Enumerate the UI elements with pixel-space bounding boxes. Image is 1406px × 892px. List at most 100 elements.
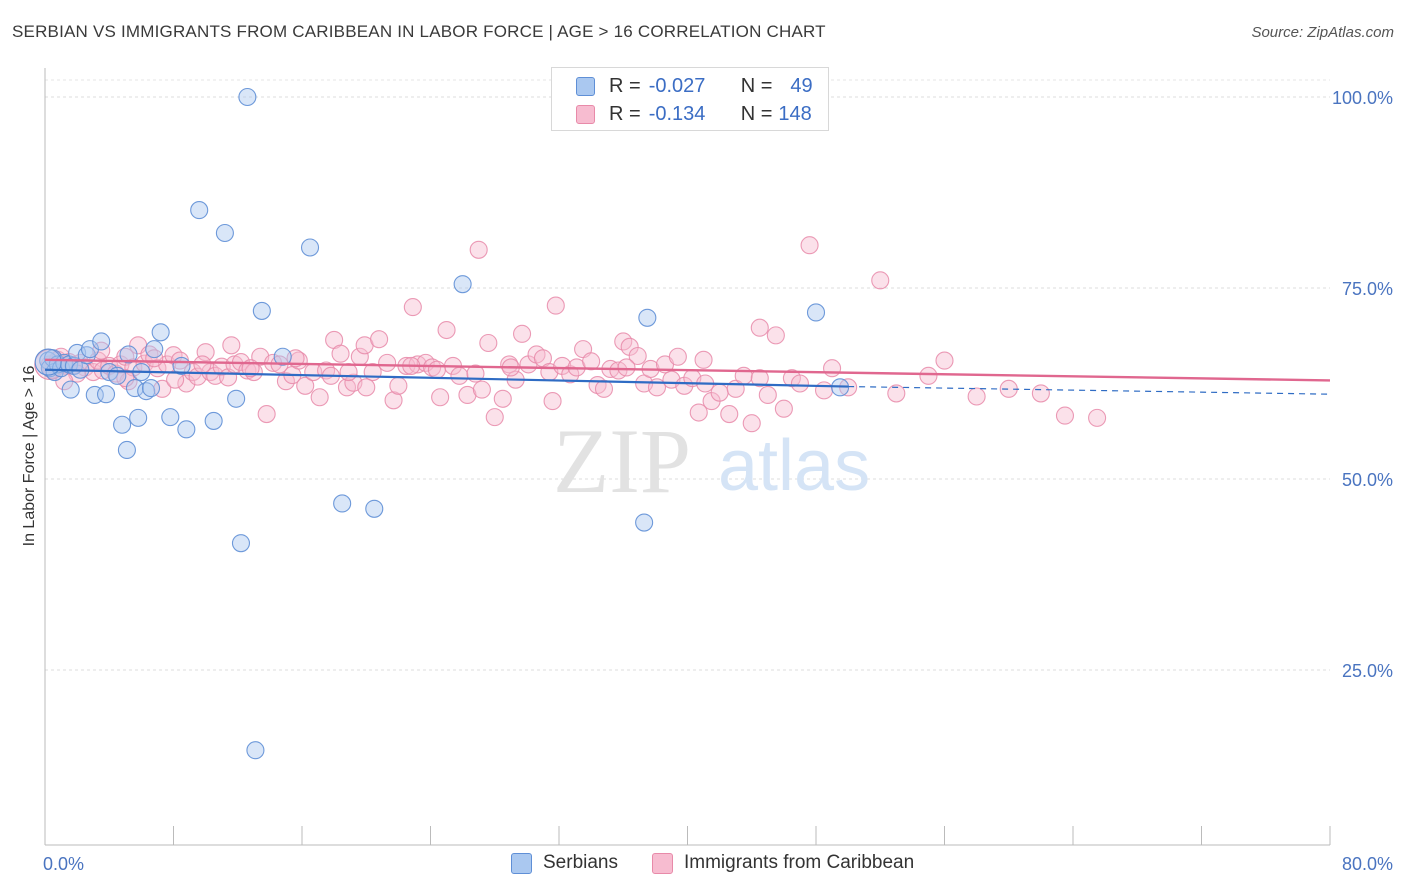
- caribbean-point: [594, 379, 614, 398]
- serbian-point: [365, 499, 384, 518]
- serbian-point: [151, 323, 170, 342]
- caribbean-point: [513, 324, 532, 343]
- caribbean-point: [750, 318, 769, 337]
- caribbean-point: [296, 376, 315, 395]
- caribbean-swatch: [576, 104, 595, 124]
- serbian-point: [161, 408, 180, 427]
- caribbean-point: [758, 385, 777, 405]
- caribbean-point: [766, 326, 785, 345]
- serbian-point: [204, 411, 223, 430]
- serbian-point: [246, 741, 265, 760]
- legend-row-caribbean: R = -0.134 N = 148: [576, 101, 812, 127]
- caribbean-point: [582, 352, 601, 371]
- caribbean-point: [177, 374, 196, 393]
- caribbean-point: [472, 380, 491, 399]
- serbian-point: [119, 345, 138, 364]
- serbian-point: [145, 340, 164, 359]
- caribbean-point: [431, 388, 450, 407]
- caribbean-point: [919, 366, 938, 385]
- n-label: N =: [740, 74, 773, 97]
- caribbean-point: [871, 271, 890, 290]
- caribbean-point: [337, 378, 357, 397]
- watermark: ZIP atlas: [553, 410, 870, 512]
- serbian-point: [61, 380, 80, 399]
- caribbean-point: [742, 414, 761, 433]
- caribbean-trend-line: [44, 358, 1331, 382]
- caribbean-point: [357, 378, 376, 397]
- r-label: R =: [609, 74, 641, 97]
- caribbean-point: [423, 358, 442, 377]
- r-value: -0.134: [648, 102, 706, 125]
- caribbean-point: [370, 330, 389, 349]
- legend: R = -0.027 N = 49 R = -0.134 N = 148: [551, 67, 829, 131]
- serbian-point: [137, 382, 156, 401]
- caribbean-points: [34, 236, 1107, 433]
- x-tick-label: 80.0%: [1342, 854, 1393, 874]
- caribbean-point: [92, 341, 111, 360]
- serbian-point: [117, 440, 136, 460]
- caribbean-point: [479, 333, 498, 353]
- caribbean-point: [469, 240, 488, 259]
- y-tick-label: 25.0%: [1342, 661, 1393, 681]
- caribbean-point: [710, 383, 729, 402]
- y-tick-label: 75.0%: [1342, 279, 1393, 299]
- legend-label: Serbians: [543, 852, 618, 873]
- caribbean-point: [331, 344, 350, 363]
- caribbean-point: [500, 355, 519, 374]
- caribbean-point: [1055, 406, 1075, 425]
- caribbean-point: [493, 389, 512, 408]
- caribbean-point: [384, 391, 403, 410]
- caribbean-point: [257, 405, 276, 424]
- caribbean-point: [935, 351, 954, 370]
- caribbean-point: [1088, 408, 1107, 427]
- serbian-point: [34, 348, 62, 376]
- legend-item-serbians: Serbians: [511, 852, 618, 874]
- r-label: R =: [609, 102, 641, 125]
- x-tick-label: 0.0%: [43, 854, 84, 874]
- serbian-point: [273, 347, 292, 366]
- serbian-point: [238, 87, 257, 107]
- caribbean-point: [694, 350, 713, 369]
- caribbean-point: [450, 366, 469, 385]
- serbians-trend-line: [44, 368, 849, 388]
- n-label: N =: [740, 102, 773, 125]
- serbian-point: [96, 385, 116, 404]
- serbian-point: [300, 238, 320, 257]
- serbian-point: [806, 303, 826, 322]
- caribbean-point: [689, 403, 708, 422]
- serbian-point: [141, 379, 161, 398]
- caribbean-point: [561, 365, 580, 384]
- caribbean-point: [485, 408, 504, 427]
- caribbean-swatch: [652, 852, 673, 874]
- serbian-point: [638, 308, 657, 327]
- caribbean-point: [543, 392, 562, 411]
- bottom-legend: Serbians Immigrants from Caribbean: [0, 852, 1406, 876]
- serbian-point: [125, 379, 144, 398]
- serbians-trend-extension: [848, 385, 1331, 395]
- serbian-point: [252, 301, 271, 320]
- serbian-point: [113, 415, 132, 434]
- caribbean-point: [967, 387, 986, 406]
- caribbean-point: [310, 388, 329, 407]
- caribbean-point: [378, 353, 397, 372]
- caribbean-point: [222, 336, 241, 355]
- serbian-point: [129, 408, 148, 427]
- serbians-swatch: [576, 76, 595, 96]
- serbian-point: [231, 534, 251, 553]
- caribbean-point: [774, 399, 793, 418]
- y-tick-label: 100.0%: [1332, 88, 1393, 108]
- caribbean-point: [823, 359, 842, 378]
- tick-labels: 25.0% 50.0% 75.0% 100.0% 0.0% 80.0% In Labor F…: [21, 88, 1393, 874]
- caribbean-point: [403, 298, 422, 317]
- legend-item-caribbean: Immigrants from Caribbean: [652, 852, 914, 874]
- serbian-point: [635, 513, 654, 532]
- caribbean-point: [790, 374, 809, 393]
- watermark-zip: ZIP: [553, 410, 691, 512]
- caribbean-point: [119, 372, 138, 391]
- n-value: 49: [790, 74, 813, 97]
- serbian-point: [108, 366, 127, 385]
- y-tick-label: 50.0%: [1342, 470, 1393, 490]
- watermark-atlas: atlas: [718, 426, 870, 506]
- serbian-point: [215, 223, 234, 243]
